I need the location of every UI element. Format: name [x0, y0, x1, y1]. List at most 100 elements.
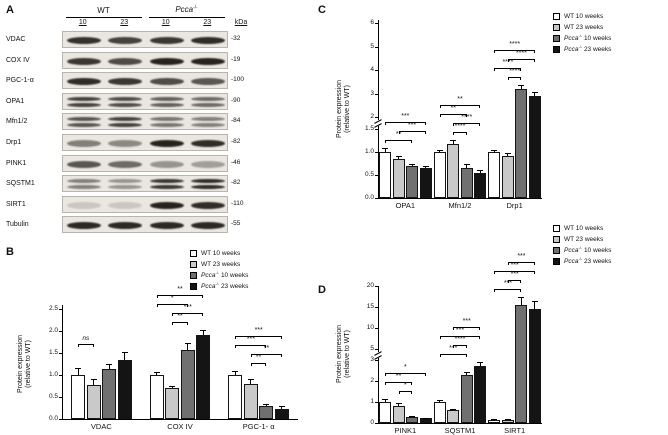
blot-band: [66, 78, 101, 86]
sig-bracket: [235, 335, 282, 339]
legend-swatch: [190, 250, 197, 257]
blot-band: [149, 179, 184, 184]
sig-bracket: [398, 131, 426, 135]
y-tick: [375, 286, 378, 287]
y-axis-title: Protein expression (relative to WT): [17, 335, 33, 393]
error-bar-cap: [450, 408, 457, 410]
sig-label: ***: [455, 327, 465, 335]
sig-bracket: [250, 353, 282, 357]
bar: [406, 165, 419, 198]
sig-label: ***: [510, 270, 519, 278]
blot-kda-value: -100: [231, 76, 245, 84]
blot-band: [66, 117, 101, 122]
y-tick-label: 2.5: [48, 305, 58, 312]
y-tick: [375, 117, 378, 118]
blot-box: [62, 216, 228, 234]
sig-bracket: [156, 294, 204, 298]
blot-band: [66, 57, 101, 65]
bar: [243, 383, 258, 419]
x-category-label: OPA1: [395, 200, 416, 210]
bar: [488, 419, 501, 423]
sig-label: ***: [246, 335, 255, 343]
bar: [528, 95, 541, 198]
legend-label: WT 23 weeks: [564, 24, 604, 31]
error-bar: [93, 379, 95, 385]
legend-swatch: [553, 258, 560, 265]
blot-kda-value: -82: [231, 179, 241, 187]
bar: [86, 384, 101, 419]
error-bar-cap: [463, 164, 470, 166]
y-tick-label: 4: [370, 66, 374, 73]
sig-bracket: [172, 312, 204, 316]
y-tick-label: 0.0: [48, 415, 58, 422]
bar: [379, 152, 392, 198]
y-tick: [375, 152, 378, 153]
y-tick-label: 2.0: [48, 327, 58, 334]
blot-band: [66, 222, 101, 230]
y-tick: [375, 402, 378, 403]
sig-bracket: [439, 336, 481, 340]
y-axis: [378, 126, 379, 198]
y-axis-title: Protein expression (relative to WT): [336, 325, 352, 383]
x-axis: [378, 198, 542, 199]
bar: [488, 152, 501, 198]
error-bar-cap: [436, 149, 443, 151]
blot-band: [108, 117, 143, 122]
wb-group-pcca-label: Pcca-/-: [145, 5, 228, 14]
error-bar-cap: [477, 170, 484, 172]
error-bar: [411, 163, 413, 166]
sig-label: ***: [401, 113, 410, 121]
error-bar: [466, 371, 468, 375]
blot-band: [149, 96, 184, 101]
bar: [528, 309, 541, 423]
sig-label: **: [177, 285, 183, 293]
error-bar: [534, 300, 536, 310]
blot-band: [108, 185, 143, 190]
lane-label: 23: [203, 19, 212, 26]
blot-band: [191, 37, 226, 44]
sig-bracket: [385, 372, 426, 376]
blot-kda-value: -90: [231, 96, 241, 104]
sig-label: ***: [254, 326, 263, 334]
blot-kda-value: -110: [231, 199, 244, 207]
error-bar: [520, 296, 522, 305]
y-tick: [59, 375, 62, 376]
bar: [501, 419, 514, 423]
blot-band: [191, 179, 226, 184]
blot-band: [66, 140, 101, 147]
y-tick: [375, 93, 378, 95]
error-bar-cap: [477, 362, 484, 364]
sig-bracket: [385, 381, 413, 385]
sig-label: ***: [449, 345, 458, 353]
y-tick: [375, 381, 378, 382]
y-tick: [59, 353, 62, 354]
blot-kda-value: -55: [231, 220, 241, 228]
y-tick: [375, 198, 378, 199]
blot-band: [149, 117, 184, 122]
legend-swatch: [553, 24, 560, 31]
error-bar: [452, 140, 454, 144]
blot-band: [191, 140, 226, 147]
blot-protein-label: SIRT1: [6, 200, 26, 208]
y-tick: [375, 307, 378, 308]
blot-box: [62, 175, 228, 193]
blot-band: [149, 102, 184, 107]
sig-label: *: [170, 294, 174, 302]
blot-band: [191, 160, 226, 168]
error-bar: [398, 155, 400, 159]
sig-label: ***: [183, 303, 192, 311]
y-axis: [378, 286, 379, 352]
sig-bracket: [494, 270, 535, 274]
blot-band: [66, 185, 101, 190]
legend-label: WT 10 weeks: [564, 225, 604, 232]
blot-band: [66, 179, 101, 184]
error-bar-cap: [184, 343, 191, 345]
legend-swatch: [190, 272, 197, 279]
sig-label: ****: [509, 41, 521, 49]
blot-band: [108, 201, 143, 209]
error-bar-cap: [422, 165, 429, 167]
sig-bracket: [494, 50, 535, 54]
legend-label: Pcca-/- 10 weeks: [564, 32, 612, 42]
legend-swatch: [553, 236, 560, 243]
blot-protein-label: PINK1: [6, 159, 27, 167]
